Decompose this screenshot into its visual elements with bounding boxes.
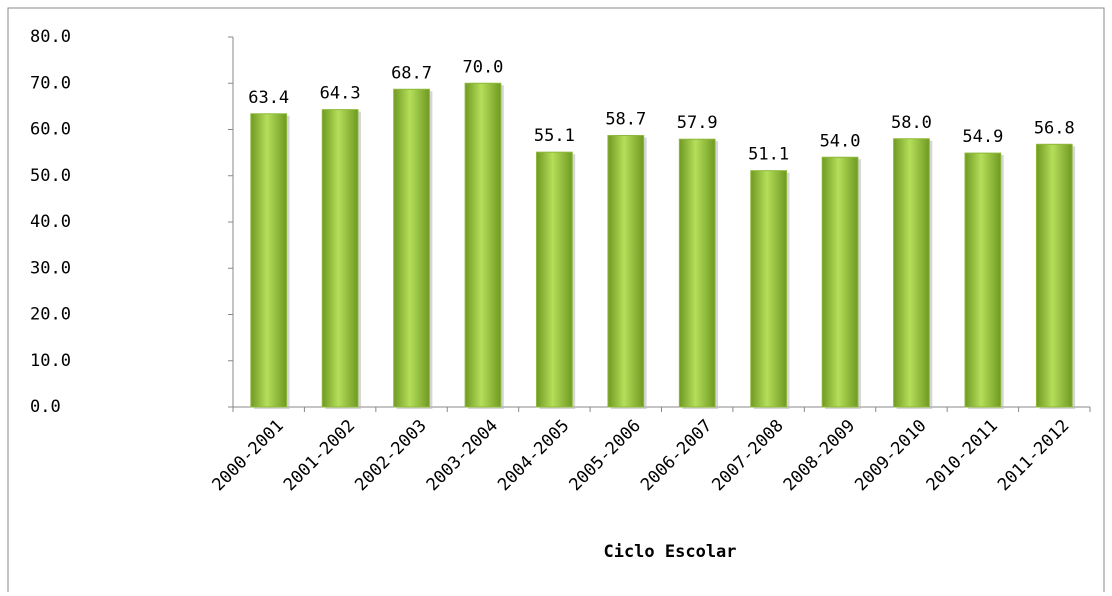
- bar: [250, 113, 288, 408]
- x-tick-label: 2010-2011: [923, 416, 1002, 495]
- data-label: 70.0: [462, 57, 503, 77]
- x-tick-label: 2005-2006: [566, 416, 645, 495]
- bar: [536, 151, 573, 408]
- y-tick-label: 60.0: [30, 120, 71, 140]
- bar: [893, 138, 930, 408]
- data-label: 54.9: [962, 127, 1003, 147]
- bar: [1035, 143, 1073, 408]
- x-tick-label: 2008-2009: [780, 416, 859, 495]
- bar: [750, 170, 787, 408]
- bar: [678, 138, 716, 408]
- data-label: 58.0: [891, 113, 932, 133]
- x-tick-label: 2003-2004: [423, 416, 502, 495]
- data-label: 64.3: [320, 84, 361, 104]
- bar: [393, 88, 430, 408]
- data-label: 56.8: [1034, 118, 1075, 138]
- x-tick-label: 2011-2012: [994, 416, 1073, 495]
- bar: [321, 109, 359, 408]
- x-tick-label: 2004-2005: [494, 416, 573, 495]
- y-tick-label: 50.0: [30, 166, 71, 186]
- data-label: 54.0: [820, 131, 861, 151]
- x-tick-label: 2007-2008: [708, 416, 787, 495]
- data-label: 58.7: [605, 110, 646, 130]
- bar: [821, 156, 859, 408]
- y-tick-label: 40.0: [30, 212, 71, 232]
- x-tick-label: 2000-2001: [208, 416, 287, 495]
- x-tick-label: 2002-2003: [351, 416, 430, 495]
- bar: [464, 82, 502, 408]
- data-label: 68.7: [391, 63, 432, 83]
- y-tick-label: 70.0: [30, 73, 71, 93]
- y-tick-label: 30.0: [30, 258, 71, 278]
- data-label: 55.1: [534, 126, 575, 146]
- data-label: 51.1: [748, 145, 789, 165]
- y-tick-label: 80.0: [30, 27, 71, 47]
- data-label: 57.9: [677, 113, 718, 133]
- x-tick-label: 2009-2010: [851, 416, 930, 495]
- y-tick-label: 20.0: [30, 305, 71, 325]
- x-tick-label: 2006-2007: [637, 416, 716, 495]
- chart-frame: [7, 7, 1105, 596]
- bar: [964, 152, 1002, 408]
- x-tick-label: 2001-2002: [280, 416, 359, 495]
- x-axis-title: Ciclo Escolar: [603, 542, 736, 562]
- y-tick-label: 10.0: [30, 351, 71, 371]
- y-tick-label: 0.0: [30, 397, 61, 417]
- data-label: 63.4: [248, 88, 289, 108]
- bar: [607, 135, 645, 408]
